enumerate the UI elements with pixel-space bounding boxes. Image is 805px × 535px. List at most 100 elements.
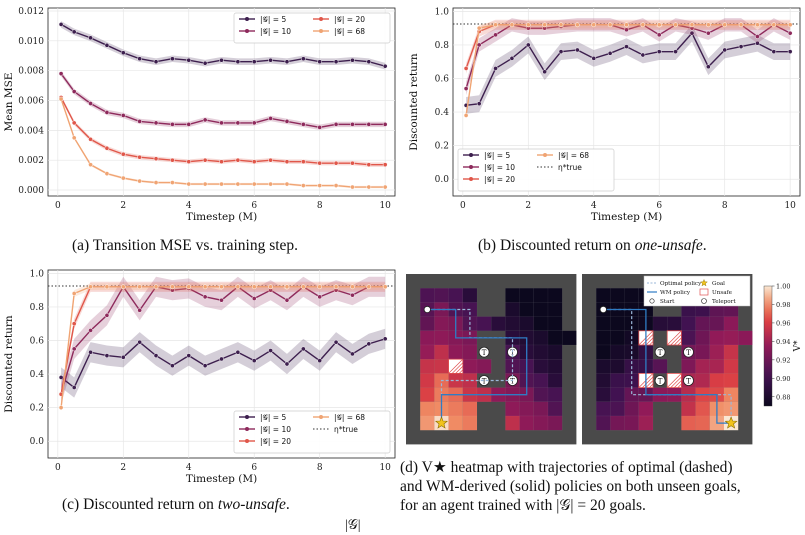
start-marker: [599, 305, 607, 314]
data-point: [104, 145, 110, 151]
y-tick-label: 0.4: [435, 108, 450, 118]
y-axis-label: Discounted return: [408, 53, 420, 151]
data-point: [463, 66, 469, 71]
data-point: [382, 336, 388, 342]
heatmap-cell: [723, 344, 739, 360]
data-point: [186, 57, 192, 63]
heatmap-cell: [420, 358, 435, 374]
unsafe-hatch: [649, 341, 654, 346]
legend-box: [233, 410, 391, 454]
data-point: [509, 22, 515, 28]
legend-label: |𝒢| = 20: [334, 15, 365, 24]
data-point: [463, 86, 469, 91]
data-point: [202, 294, 208, 300]
heatmap-cell: [533, 288, 549, 303]
data-point: [71, 321, 77, 327]
caption-c-emphasis: two-unsafe: [217, 496, 286, 513]
x-axis-label: Timestep (M): [591, 211, 662, 223]
legend-swatch-marker: [245, 29, 249, 33]
data-point: [673, 22, 678, 28]
data-point: [317, 358, 323, 363]
heatmap-cell: [610, 288, 625, 303]
heatmap-cell: [547, 358, 563, 374]
heatmap-legend-label: WM policy: [660, 290, 691, 296]
heatmap-cell: [709, 344, 725, 360]
data-point: [186, 181, 192, 187]
x-tick-label: 0: [460, 201, 466, 211]
teleport-label: T: [510, 378, 515, 386]
heatmap-cell: [723, 316, 739, 331]
heatmap-cell: [610, 401, 625, 417]
data-point: [251, 181, 257, 187]
data-point: [476, 42, 482, 48]
heatmap-cell: [723, 373, 739, 388]
data-point: [104, 312, 110, 318]
heatmap-cell: [610, 387, 625, 402]
legend-swatch-marker: [245, 427, 249, 431]
data-point: [333, 59, 339, 65]
teleport-label: T: [686, 378, 691, 386]
data-point: [300, 183, 306, 188]
data-point: [350, 160, 355, 166]
series-band: [61, 328, 386, 398]
x-axis-label: Timestep (M): [186, 211, 257, 223]
teleport-label: T: [658, 349, 663, 357]
caption-fragment: |𝒢|: [345, 518, 361, 533]
caption-d-line-3: for an agent trained with |𝒢| = 20 goals…: [400, 497, 646, 514]
heatmap-cell: [547, 387, 563, 402]
data-point: [525, 42, 531, 48]
caption-c: (c) Discounted return on two-unsafe.: [62, 495, 290, 514]
heatmap-cell: [505, 415, 520, 431]
data-point: [137, 307, 143, 313]
data-point: [317, 160, 323, 166]
legend-swatch-marker: [469, 177, 473, 181]
heatmap-cell: [681, 401, 696, 417]
data-point: [170, 363, 175, 369]
unsafe-hatch: [677, 341, 682, 346]
legend-label: |𝒢| = 10: [260, 425, 291, 434]
data-point: [235, 349, 241, 355]
data-point: [382, 184, 388, 190]
legend-label: |𝒢| = 20: [484, 175, 515, 184]
data-point: [366, 184, 372, 190]
data-point: [71, 291, 77, 296]
caption-b-prefix: (b) Discounted return on: [478, 237, 635, 254]
data-point: [350, 351, 355, 357]
y-tick-label: 0.006: [18, 97, 44, 107]
heatmap-cell: [595, 373, 611, 388]
caption-a: (a) Transition MSE vs. training step.: [72, 237, 299, 254]
data-point: [153, 284, 159, 290]
x-tick-label: 10: [784, 201, 796, 211]
heatmap-cell: [420, 288, 435, 303]
heatmap-cell: [595, 358, 611, 374]
data-point: [235, 120, 241, 126]
heatmap-cell: [533, 344, 549, 360]
data-point: [120, 50, 126, 56]
heatmap-cell: [681, 316, 696, 331]
data-point: [656, 49, 662, 54]
legend-swatch-marker: [245, 439, 249, 443]
heatmap-cell: [547, 302, 563, 317]
data-point: [705, 64, 711, 70]
heatmap-cell: [434, 288, 449, 303]
y-tick-label: 0.0: [435, 175, 450, 185]
data-point: [493, 66, 498, 71]
heatmap-cell: [462, 415, 478, 431]
data-point: [624, 44, 629, 49]
data-point: [170, 157, 175, 163]
data-point: [219, 356, 224, 362]
caption-c-suffix: .: [285, 496, 290, 513]
teleport-label: T: [510, 349, 515, 357]
heatmap-cell: [547, 373, 563, 388]
legend-box: [233, 12, 391, 44]
data-point: [300, 56, 306, 62]
heatmap-cell: [462, 344, 478, 360]
data-point: [656, 32, 662, 38]
wm-policy-path: [603, 308, 732, 424]
legend-swatch-marker: [245, 17, 249, 21]
data-point: [300, 159, 306, 165]
data-point: [88, 284, 93, 290]
heatmap-cell: [595, 401, 611, 417]
data-point: [284, 284, 290, 290]
data-point: [219, 120, 224, 126]
